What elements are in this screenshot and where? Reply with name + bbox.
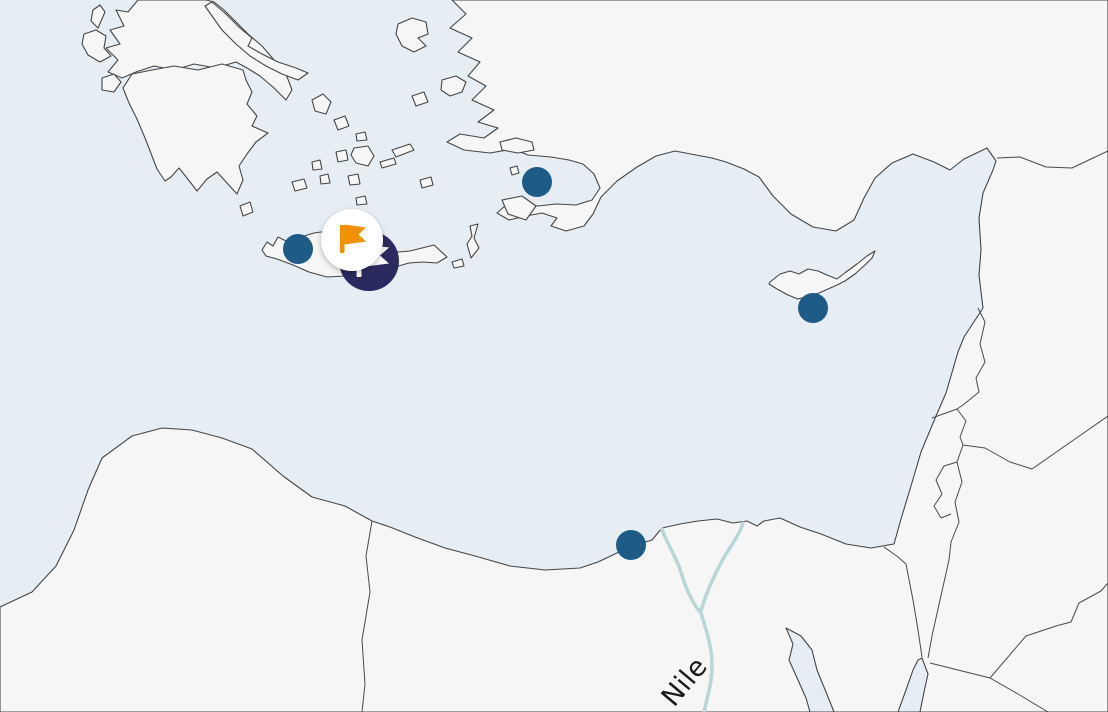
- island-tinos: [333, 115, 350, 131]
- gulf-of-aqaba: [897, 657, 929, 712]
- border-turkey-syria: [996, 150, 1108, 169]
- island-euboea: [204, 1, 309, 81]
- island-cyprus: [768, 250, 876, 300]
- island-ionian-3: [101, 73, 122, 93]
- border-jordan-saudi: [929, 582, 1108, 679]
- flag-icon: [340, 224, 366, 253]
- location-dots: [283, 167, 828, 560]
- island-sifnos: [319, 173, 331, 185]
- island-paros: [335, 149, 349, 163]
- island-kythira: [239, 201, 254, 217]
- island-karpathos: [466, 223, 480, 259]
- island-samos: [499, 137, 535, 154]
- island-andros: [311, 93, 332, 115]
- island-ionian-2: [81, 29, 112, 63]
- border-jordan-valley: [927, 408, 967, 659]
- island-santorini: [355, 195, 368, 206]
- nile-river-main: [698, 608, 714, 712]
- island-astypalea: [419, 176, 434, 189]
- island-small-dodecanese: [509, 165, 520, 176]
- border-egypt-israel: [883, 546, 923, 658]
- nile-river-west-branch: [660, 527, 701, 613]
- island-kasos: [451, 258, 465, 269]
- border-syria-jordan: [962, 415, 1108, 470]
- island-mykonos: [355, 131, 368, 142]
- location-dot-anatolia-coast[interactable]: [522, 167, 552, 197]
- island-chios: [440, 75, 467, 97]
- border-west-bank: [933, 461, 958, 519]
- water-details: [660, 521, 929, 712]
- question-pin[interactable]: [321, 209, 383, 271]
- island-psara: [411, 91, 429, 107]
- island-lesbos: [395, 17, 429, 53]
- location-dot-cyprus[interactable]: [798, 293, 828, 323]
- location-dot-nile-delta[interactable]: [616, 530, 646, 560]
- landmass-peloponnese: [122, 63, 269, 195]
- location-dot-crete-west[interactable]: [283, 234, 313, 264]
- border-egypt-libya: [361, 520, 373, 712]
- border-lebanon: [931, 307, 986, 419]
- island-serifos: [311, 159, 323, 171]
- island-ios: [347, 173, 361, 186]
- border-saudi-southeast: [989, 677, 1049, 712]
- island-naxos: [350, 145, 375, 167]
- island-ikaria: [391, 143, 415, 158]
- island-ionian-1: [90, 4, 106, 29]
- nile-river-east-branch: [699, 521, 745, 613]
- island-rhodes: [501, 195, 537, 221]
- country-borders: [361, 150, 1108, 712]
- island-amorgos: [379, 157, 397, 169]
- gulf-of-suez: [785, 627, 835, 712]
- island-milos: [291, 178, 308, 192]
